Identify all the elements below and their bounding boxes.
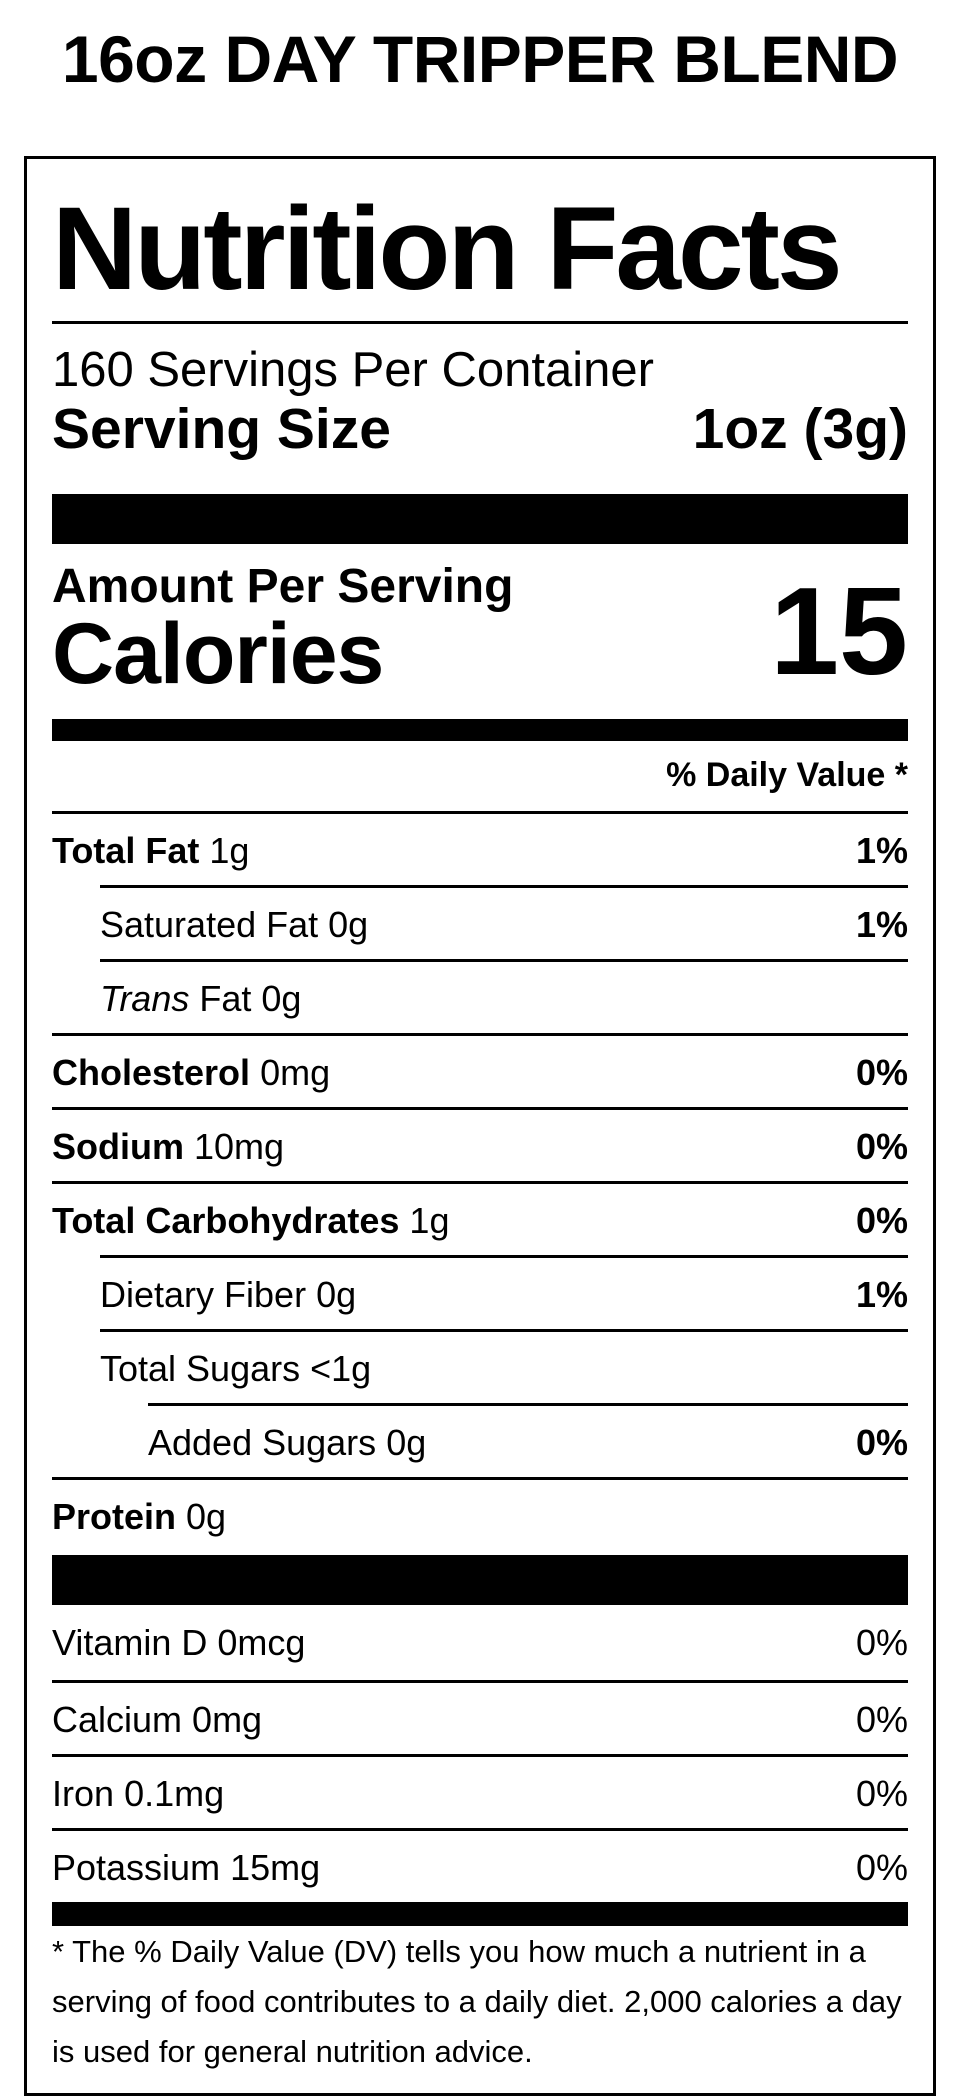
- serving-size-row: Serving Size 1oz (3g): [52, 397, 908, 461]
- nutrient-name: Sodium: [52, 1126, 184, 1167]
- daily-value-header: % Daily Value *: [666, 756, 908, 794]
- nutrient-dv: 1%: [855, 1274, 908, 1315]
- nutrient-amount: 0g: [186, 1496, 227, 1537]
- serving-size-label: Serving Size: [52, 397, 391, 461]
- vitamin-amount: 0mg: [192, 1699, 263, 1740]
- divider-thin: [100, 1255, 908, 1258]
- nutrient-amount: 0g: [261, 978, 302, 1019]
- vitamin-amount: 0.1mg: [124, 1773, 225, 1814]
- nutrient-amount: <1g: [310, 1348, 372, 1389]
- divider-thin: [52, 1181, 908, 1184]
- vitamin-amount: 0mcg: [217, 1622, 306, 1663]
- nutrient-dv: 0%: [855, 1052, 908, 1093]
- serving-size-value: 1oz (3g): [692, 397, 908, 461]
- nutrient-amount: 10mg: [194, 1126, 285, 1167]
- vitamin-dv: 0%: [855, 1773, 908, 1814]
- nutrition-facts-heading: Nutrition Facts: [52, 183, 843, 315]
- divider-medium: [52, 719, 908, 741]
- divider-thin: [100, 885, 908, 888]
- divider-thin: [52, 1107, 908, 1110]
- nutrient-row-trans-fat: Trans Fat 0g: [100, 962, 908, 1036]
- servings-per-container: 160 Servings Per Container: [52, 343, 654, 397]
- vitamin-row-vitamin-d: Vitamin D 0mcg 0%: [52, 1606, 908, 1680]
- nutrient-amount: 1g: [209, 830, 250, 871]
- nutrient-amount: 1g: [409, 1200, 450, 1241]
- divider-medium: [52, 1902, 908, 1926]
- nutrient-name: Fat: [199, 978, 252, 1019]
- vitamin-dv: 0%: [855, 1847, 908, 1888]
- nutrient-dv: 0%: [855, 1200, 908, 1241]
- nutrient-name: Protein: [52, 1496, 177, 1537]
- nutrient-name-italic: Trans: [100, 978, 190, 1019]
- nutrient-name: Total Sugars: [100, 1348, 301, 1389]
- divider-thin: [52, 1680, 908, 1683]
- nutrient-name: Dietary Fiber: [100, 1274, 307, 1315]
- divider-thin: [52, 1033, 908, 1036]
- divider-thin: [52, 811, 908, 814]
- divider-thin: [52, 1477, 908, 1480]
- divider-thin: [100, 959, 908, 962]
- vitamin-name: Vitamin D: [52, 1622, 208, 1663]
- divider-thin: [148, 1403, 908, 1406]
- nutrient-name: Total Fat: [52, 830, 200, 871]
- nutrient-row-sodium: Sodium 10mg 0%: [52, 1110, 908, 1184]
- nutrient-row-dietary-fiber: Dietary Fiber 0g 1%: [100, 1258, 908, 1332]
- nutrient-row-added-sugars: Added Sugars 0g 0%: [148, 1406, 908, 1480]
- nutrient-amount: 0g: [328, 904, 369, 945]
- divider-thin: [100, 1329, 908, 1332]
- nutrient-dv: 0%: [855, 1422, 908, 1463]
- calories-label: Calories: [52, 606, 384, 702]
- nutrient-row-cholesterol: Cholesterol 0mg 0%: [52, 1036, 908, 1110]
- nutrient-dv: 1%: [855, 904, 908, 945]
- nutrient-name: Added Sugars: [148, 1422, 377, 1463]
- nutrient-row-total-sugars: Total Sugars <1g: [100, 1332, 908, 1406]
- divider-thick: [52, 494, 908, 544]
- divider-thin: [52, 1828, 908, 1831]
- nutrient-amount: 0mg: [260, 1052, 331, 1093]
- vitamin-dv: 0%: [855, 1699, 908, 1740]
- nutrient-amount: 0g: [316, 1274, 357, 1315]
- nutrient-name: Cholesterol: [52, 1052, 251, 1093]
- vitamin-name: Iron: [52, 1773, 115, 1814]
- nutrient-row-total-fat: Total Fat 1g 1%: [52, 814, 908, 888]
- nutrient-amount: 0g: [386, 1422, 427, 1463]
- vitamin-row-potassium: Potassium 15mg 0%: [52, 1831, 908, 1905]
- nutrient-name: Total Carbohydrates: [52, 1200, 400, 1241]
- calories-value: 15: [770, 563, 908, 701]
- nutrient-row-protein: Protein 0g: [52, 1480, 908, 1554]
- nutrient-name: Saturated Fat: [100, 904, 319, 945]
- divider-thin: [52, 1754, 908, 1757]
- vitamin-dv: 0%: [855, 1622, 908, 1663]
- vitamin-row-calcium: Calcium 0mg 0%: [52, 1683, 908, 1757]
- vitamin-row-iron: Iron 0.1mg 0%: [52, 1757, 908, 1831]
- vitamin-amount: 15mg: [230, 1847, 321, 1888]
- nutrient-dv: 1%: [855, 830, 908, 871]
- nutrition-label: Nutrition Facts 160 Servings Per Contain…: [24, 156, 936, 2096]
- vitamin-name: Potassium: [52, 1847, 221, 1888]
- page-title: 16oz DAY TRIPPER BLEND: [61, 22, 899, 96]
- nutrient-row-total-carbohydrates: Total Carbohydrates 1g 0%: [52, 1184, 908, 1258]
- nutrient-row-saturated-fat: Saturated Fat 0g 1%: [100, 888, 908, 962]
- vitamin-name: Calcium: [52, 1699, 183, 1740]
- divider-thin: [52, 321, 908, 324]
- divider-thick: [52, 1555, 908, 1605]
- amount-per-serving: Amount Per Serving: [52, 560, 514, 613]
- nutrient-dv: 0%: [855, 1126, 908, 1167]
- footnote: * The % Daily Value (DV) tells you how m…: [52, 1934, 902, 2069]
